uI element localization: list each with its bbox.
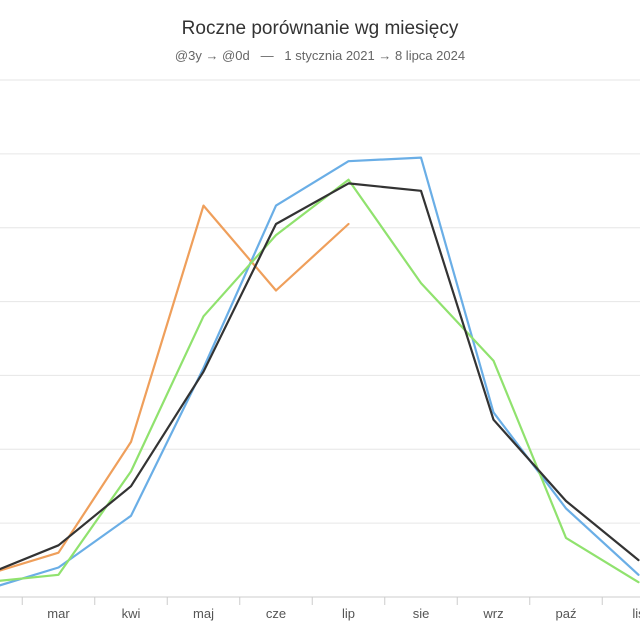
series-line-3[interactable] bbox=[0, 178, 640, 584]
series-line-4[interactable] bbox=[0, 182, 640, 574]
series-line-2[interactable] bbox=[0, 204, 350, 575]
x-tick-label-wrz: wrz bbox=[482, 606, 503, 621]
subtitle-range-relative: @3y → @0d bbox=[174, 48, 250, 63]
chart-title: Roczne porównanie wg miesięcy bbox=[181, 18, 459, 39]
x-axis: mar kwi maj cze lip sie wrz paź lis bbox=[0, 596, 640, 621]
series-lines bbox=[0, 156, 640, 590]
x-tick-label-kwi: kwi bbox=[122, 606, 141, 621]
x-tick-label-lip: lip bbox=[342, 606, 355, 621]
x-tick-label-mar: mar bbox=[47, 606, 70, 621]
x-tick-label-lis: lis bbox=[632, 606, 640, 621]
subtitle-separator-dash: — bbox=[260, 48, 274, 63]
x-tick-label-cze: cze bbox=[266, 606, 286, 621]
x-tick-label-paź: paź bbox=[556, 606, 577, 621]
x-tick-label-sie: sie bbox=[413, 606, 430, 621]
gridlines bbox=[0, 79, 640, 524]
x-tick-label-maj: maj bbox=[193, 606, 214, 621]
series-line-1[interactable] bbox=[0, 156, 640, 590]
subtitle-range-dates: 1 stycznia 2021 → 8 lipca 2024 bbox=[284, 48, 466, 63]
chart-subtitle: @3y → @0d — 1 stycznia 2021 → 8 lipca 20… bbox=[0, 48, 640, 63]
